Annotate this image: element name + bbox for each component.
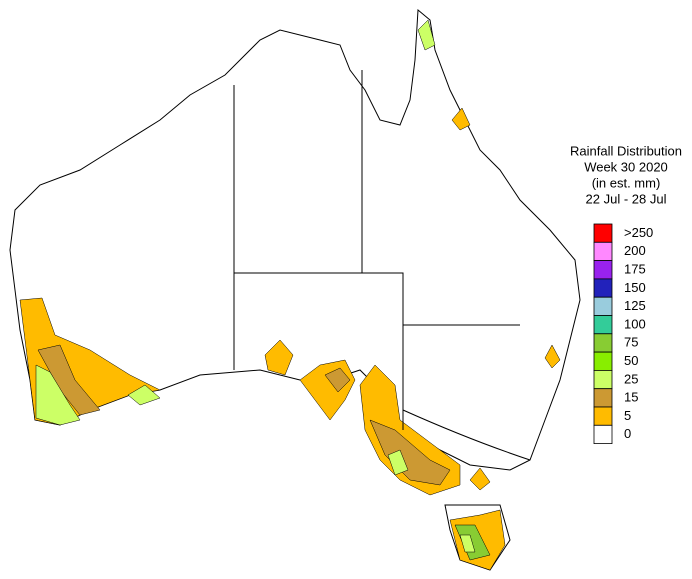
rain-area — [387, 449, 409, 476]
legend-title: Week 30 2020 — [584, 159, 668, 174]
legend-label: 50 — [624, 353, 638, 368]
legend-swatch — [593, 260, 613, 280]
legend-title: 22 Jul - 28 Jul — [586, 191, 667, 206]
state-borders — [233, 70, 531, 461]
rain-area — [264, 339, 294, 376]
legend-swatch — [593, 278, 613, 298]
legend-title: (in est. mm) — [592, 175, 661, 190]
legend-label: 75 — [624, 335, 638, 350]
rain-area — [324, 367, 351, 393]
legend-label: >250 — [624, 225, 653, 240]
legend-swatch — [593, 424, 613, 444]
legend-swatch — [593, 333, 613, 353]
rain-area — [544, 344, 561, 369]
legend-swatch — [593, 406, 613, 426]
legend-swatch — [593, 369, 613, 390]
legend-swatch — [593, 351, 613, 371]
rain-area — [469, 467, 491, 491]
legend-swatch — [593, 388, 613, 408]
legend-label: 100 — [624, 316, 646, 331]
rain-area — [35, 364, 81, 426]
rain-area — [369, 419, 451, 486]
rain-area — [451, 107, 471, 131]
rain-area — [127, 384, 161, 406]
legend-label: 5 — [624, 408, 631, 423]
legend-label: 0 — [624, 426, 631, 441]
rain-area — [417, 19, 436, 51]
legend-label: 15 — [624, 390, 638, 405]
state-border — [402, 409, 531, 461]
legend-label: 200 — [624, 243, 646, 258]
legend-swatch — [593, 241, 613, 262]
rainfall-areas — [19, 19, 561, 571]
landmass — [9, 8, 581, 571]
legend-label: 25 — [624, 371, 638, 386]
legend-title: Rainfall Distribution — [570, 143, 682, 158]
legend-swatch — [593, 296, 613, 316]
rain-area — [459, 534, 476, 553]
legend-label: 175 — [624, 262, 646, 277]
legend-swatch — [593, 315, 613, 335]
state-border — [234, 272, 404, 430]
legend-swatch — [593, 223, 613, 243]
legend-label: 150 — [624, 280, 646, 295]
legend-label: 125 — [624, 298, 646, 313]
